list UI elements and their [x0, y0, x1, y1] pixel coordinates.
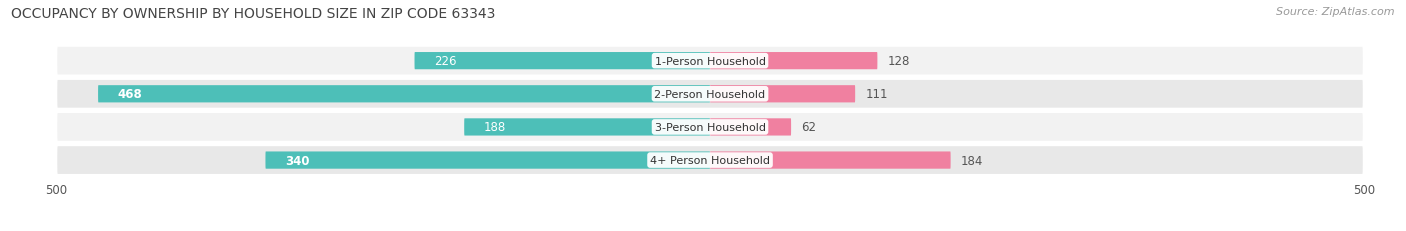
Text: 468: 468	[118, 88, 142, 101]
FancyBboxPatch shape	[464, 119, 710, 136]
FancyBboxPatch shape	[56, 46, 1364, 76]
FancyBboxPatch shape	[415, 53, 710, 70]
FancyBboxPatch shape	[56, 112, 1364, 142]
FancyBboxPatch shape	[710, 86, 855, 103]
Text: 3-Person Household: 3-Person Household	[655, 122, 765, 132]
FancyBboxPatch shape	[56, 146, 1364, 175]
Text: 226: 226	[434, 55, 457, 68]
FancyBboxPatch shape	[56, 79, 1364, 109]
Text: 188: 188	[484, 121, 506, 134]
Text: 340: 340	[285, 154, 309, 167]
Text: Source: ZipAtlas.com: Source: ZipAtlas.com	[1277, 7, 1395, 17]
Text: OCCUPANCY BY OWNERSHIP BY HOUSEHOLD SIZE IN ZIP CODE 63343: OCCUPANCY BY OWNERSHIP BY HOUSEHOLD SIZE…	[11, 7, 496, 21]
Text: 1-Person Household: 1-Person Household	[655, 56, 765, 66]
FancyBboxPatch shape	[710, 119, 792, 136]
FancyBboxPatch shape	[98, 86, 710, 103]
Text: 111: 111	[866, 88, 889, 101]
Text: 2-Person Household: 2-Person Household	[654, 89, 766, 99]
Text: 128: 128	[887, 55, 910, 68]
Text: 184: 184	[962, 154, 983, 167]
Text: 4+ Person Household: 4+ Person Household	[650, 155, 770, 165]
FancyBboxPatch shape	[710, 152, 950, 169]
Text: 62: 62	[801, 121, 817, 134]
FancyBboxPatch shape	[266, 152, 710, 169]
FancyBboxPatch shape	[710, 53, 877, 70]
